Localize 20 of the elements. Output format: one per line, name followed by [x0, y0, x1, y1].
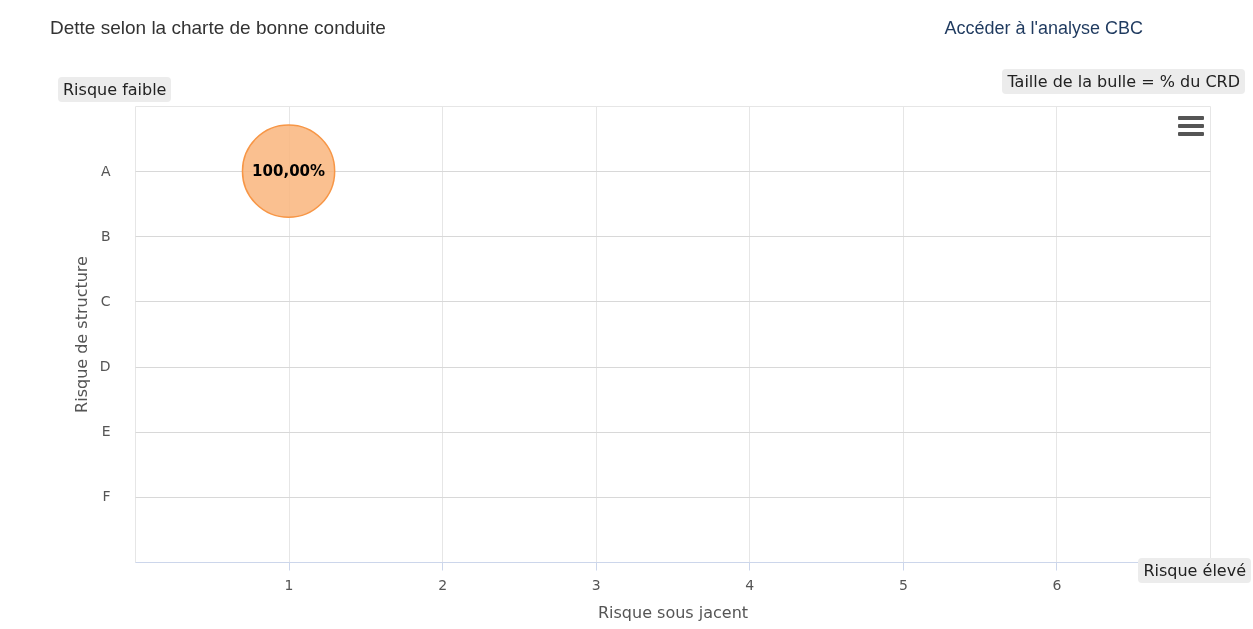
y-tick-label: D [99, 358, 111, 375]
x-tick-label: 6 [1052, 576, 1062, 593]
y-axis-title: Risque de structure [71, 256, 91, 413]
chart-title: Dette selon la charte de bonne conduite [50, 17, 386, 38]
x-tick-label: 5 [898, 576, 908, 593]
data-label: 100,00% [252, 162, 326, 181]
y-tick-label: F [102, 488, 111, 505]
annotation: Risque élevé [1138, 558, 1251, 583]
text: Risque faible [58, 77, 172, 102]
x-tick-label: 4 [745, 576, 755, 593]
x-tick-label: 2 [438, 576, 448, 593]
y-tick-label: B [100, 227, 111, 244]
y-tick-label: E [101, 423, 111, 440]
x-tick-label: 1 [284, 576, 294, 593]
y-tick-label: A [100, 162, 111, 179]
x-tick-label: 3 [591, 576, 601, 593]
text: Accéder à l'analyse CBC [944, 18, 1143, 39]
text: Taille de la bulle = % du CRD [1002, 69, 1245, 94]
x-axis-title: Risque sous jacent [597, 602, 749, 622]
y-tick-label: C [100, 292, 111, 309]
